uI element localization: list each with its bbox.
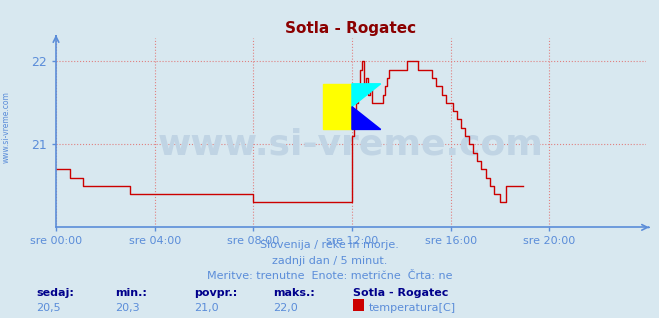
Text: 21,0: 21,0 [194,303,219,313]
Text: zadnji dan / 5 minut.: zadnji dan / 5 minut. [272,256,387,266]
Text: povpr.:: povpr.: [194,288,238,298]
Text: Slovenija / reke in morje.: Slovenija / reke in morje. [260,240,399,250]
Text: maks.:: maks.: [273,288,315,298]
Text: Sotla - Rogatec: Sotla - Rogatec [353,288,448,298]
Text: Meritve: trenutne  Enote: metrične  Črta: ne: Meritve: trenutne Enote: metrične Črta: … [207,271,452,281]
Polygon shape [352,107,381,129]
Text: min.:: min.: [115,288,147,298]
Bar [323,84,352,129]
Text: sedaj:: sedaj: [36,288,74,298]
Text: temperatura[C]: temperatura[C] [369,303,456,313]
Text: www.si-vreme.com: www.si-vreme.com [2,91,11,163]
Text: www.si-vreme.com: www.si-vreme.com [158,127,544,161]
Text: 22,0: 22,0 [273,303,299,313]
Title: Sotla - Rogatec: Sotla - Rogatec [285,21,416,36]
Text: 20,3: 20,3 [115,303,140,313]
Text: 20,5: 20,5 [36,303,61,313]
Polygon shape [352,84,381,107]
